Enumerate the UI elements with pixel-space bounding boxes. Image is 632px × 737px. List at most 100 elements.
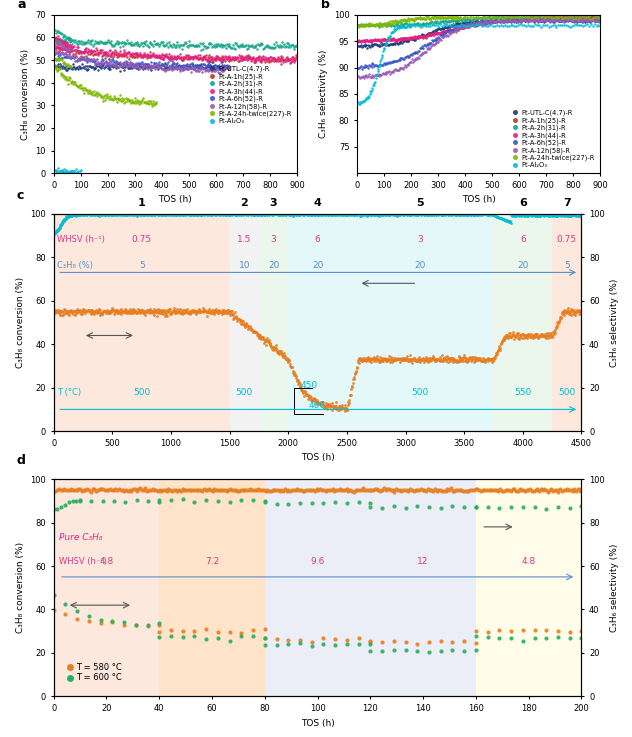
Pt-Al₂O₃ <box>380 45 387 54</box>
Text: 5: 5 <box>564 262 569 270</box>
Pt-A-1h(25)-R <box>393 35 401 44</box>
Pt-Al₂O₃ <box>74 169 82 178</box>
Pt-Al₂O₃ <box>561 21 568 29</box>
Text: d: d <box>17 454 26 467</box>
Pt-A-2h(31)-R <box>355 21 362 29</box>
Text: 500: 500 <box>558 388 575 397</box>
Pt-A-3h(44)-R <box>193 53 201 62</box>
Pt-A-24h-twice(227)-R <box>489 13 496 22</box>
Pt-Al₂O₃ <box>70 169 78 178</box>
Pt-A-2h(31)-R <box>375 22 383 31</box>
Pt-Al₂O₃ <box>71 167 78 175</box>
Text: 500: 500 <box>236 388 253 397</box>
Text: 6: 6 <box>520 235 526 245</box>
Text: 500: 500 <box>411 388 429 397</box>
Pt-A-3h(44)-R <box>555 14 562 23</box>
Text: 9.6: 9.6 <box>310 557 325 566</box>
Pt-Al₂O₃ <box>355 98 362 107</box>
Pt-A-2h(31)-R <box>197 45 205 54</box>
Pt-A-24h-twice(227)-R <box>578 10 586 19</box>
Pt-A-12h(58)-R <box>196 64 204 73</box>
Pt-A-2h(31)-R <box>51 26 59 35</box>
Pt-Al₂O₃ <box>401 22 408 31</box>
Pt-A-24h-twice(227)-R <box>141 98 149 107</box>
Pt-UTL-C(4.7)-R <box>212 63 220 71</box>
Pt-UTL-C(4.7)-R <box>511 16 519 25</box>
Pt-A-2h(31)-R <box>494 13 501 22</box>
Pt-A-12h(58)-R <box>87 55 94 64</box>
Pt-A-3h(44)-R <box>355 38 362 46</box>
Pt-A-3h(44)-R <box>188 52 196 61</box>
X-axis label: TOS (h): TOS (h) <box>462 195 495 204</box>
Pt-A-1h(25)-R <box>471 18 479 27</box>
Pt-A-6h(52)-R <box>511 17 518 26</box>
Text: 1.5: 1.5 <box>237 235 252 245</box>
Pt-A-12h(58)-R <box>597 15 604 24</box>
Line: Pt-A-12h(58)-R: Pt-A-12h(58)-R <box>357 17 602 79</box>
Text: 3: 3 <box>270 235 276 245</box>
Pt-A-3h(44)-R <box>471 21 479 29</box>
Pt-Al₂O₃ <box>70 166 77 175</box>
Pt-A-12h(58)-R <box>356 72 363 81</box>
Pt-A-6h(52)-R <box>597 15 604 24</box>
Text: 4.8: 4.8 <box>521 557 536 566</box>
Bar <box>476 479 581 696</box>
Y-axis label: C₃H₈ conversion (%): C₃H₈ conversion (%) <box>16 542 25 633</box>
Text: T (°C): T (°C) <box>58 388 82 397</box>
Pt-A-24h-twice(227)-R <box>355 23 363 32</box>
Pt-A-24h-twice(227)-R <box>425 13 433 22</box>
Text: 4.8: 4.8 <box>99 557 114 566</box>
Pt-Al₂O₃ <box>64 169 71 178</box>
Pt-UTL-C(4.7)-R <box>208 58 216 67</box>
Pt-Al₂O₃ <box>60 164 68 173</box>
Pt-A-3h(44)-R <box>54 32 61 41</box>
Pt-Al₂O₃ <box>65 167 73 176</box>
Text: 0.75: 0.75 <box>557 235 577 245</box>
Pt-Al₂O₃ <box>75 170 83 178</box>
Text: 7.2: 7.2 <box>205 557 219 566</box>
Line: Pt-A-1h(25)-R: Pt-A-1h(25)-R <box>357 14 602 43</box>
Legend: Pt-UTL-C(4.7)-R, Pt-A-1h(25)-R, Pt-A-2h(31)-R, Pt-A-3h(44)-R, Pt-A-6h(52)-R, Pt-: Pt-UTL-C(4.7)-R, Pt-A-1h(25)-R, Pt-A-2h(… <box>208 66 291 124</box>
Pt-Al₂O₃ <box>58 166 66 175</box>
Pt-A-12h(58)-R <box>202 66 210 74</box>
Pt-A-24h-twice(227)-R <box>99 93 107 102</box>
Text: 20: 20 <box>268 262 279 270</box>
Pt-Al₂O₃ <box>51 166 59 175</box>
Pt-A-1h(25)-R <box>505 15 513 24</box>
Text: 20: 20 <box>517 262 528 270</box>
Pt-A-24h-twice(227)-R <box>51 54 59 63</box>
Pt-A-3h(44)-R <box>189 52 197 61</box>
Line: Pt-A-2h(31)-R: Pt-A-2h(31)-R <box>357 13 602 28</box>
Pt-A-6h(52)-R <box>53 48 61 57</box>
Pt-UTL-C(4.7)-R <box>62 62 70 71</box>
Pt-Al₂O₃ <box>67 167 75 176</box>
Text: 10: 10 <box>238 262 250 270</box>
Pt-Al₂O₃ <box>53 169 61 178</box>
Pt-A-24h-twice(227)-R <box>597 15 604 24</box>
Line: Pt-UTL-C(4.7)-R: Pt-UTL-C(4.7)-R <box>54 61 231 72</box>
Legend: T = 580 °C, T = 600 °C: T = 580 °C, T = 600 °C <box>63 660 126 685</box>
Bar <box>370 479 476 696</box>
Bar <box>159 479 265 696</box>
Pt-A-6h(52)-R <box>63 52 70 61</box>
Pt-Al₂O₃ <box>63 168 70 177</box>
Pt-A-12h(58)-R <box>51 37 59 46</box>
Pt-Al₂O₃ <box>356 100 363 109</box>
Pt-Al₂O₃ <box>69 167 76 175</box>
Pt-A-24h-twice(227)-R <box>423 13 431 21</box>
Y-axis label: C₃H₈ conversion (%): C₃H₈ conversion (%) <box>16 277 25 368</box>
Pt-A-6h(52)-R <box>579 16 586 25</box>
Text: 20: 20 <box>312 262 323 270</box>
Pt-Al₂O₃ <box>75 167 82 175</box>
Text: 7: 7 <box>563 198 571 209</box>
Pt-Al₂O₃ <box>68 167 76 175</box>
Pt-A-3h(44)-R <box>557 13 564 22</box>
Pt-UTL-C(4.7)-R <box>58 63 66 72</box>
Pt-Al₂O₃ <box>66 167 73 176</box>
Line: Pt-A-6h(52)-R: Pt-A-6h(52)-R <box>357 18 602 70</box>
Pt-A-3h(44)-R <box>597 13 604 22</box>
Pt-Al₂O₃ <box>73 168 81 177</box>
Pt-A-2h(31)-R <box>193 42 200 51</box>
Pt-Al₂O₃ <box>76 170 83 178</box>
Pt-A-2h(31)-R <box>557 11 564 20</box>
